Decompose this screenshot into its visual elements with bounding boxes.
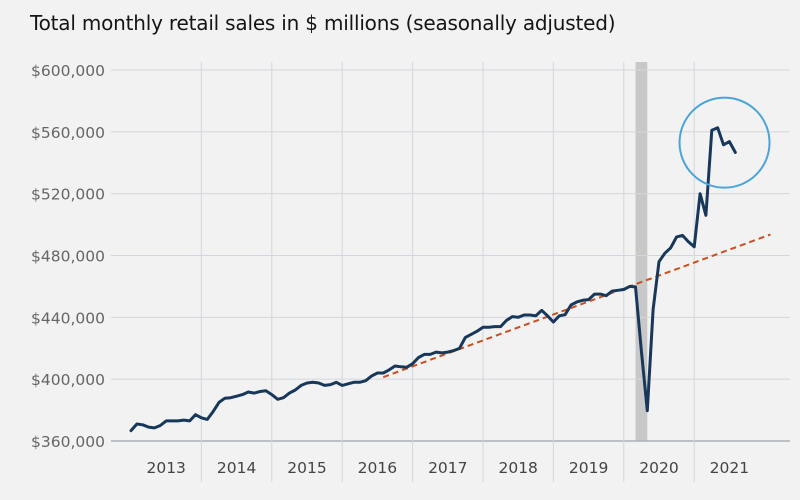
y-tick-label: $520,000 [31, 186, 105, 204]
x-tick-label: 2014 [217, 459, 256, 477]
recession-band [635, 62, 648, 441]
chart-title: Total monthly retail sales in $ millions… [30, 11, 616, 35]
x-tick-label: 2019 [569, 459, 608, 477]
y-tick-label: $400,000 [31, 371, 105, 389]
x-tick-label: 2020 [639, 459, 678, 477]
trend-line [382, 233, 771, 379]
x-tick-label: 2013 [146, 459, 185, 477]
highlight-circle [678, 96, 771, 189]
x-tick-label: 2016 [358, 459, 397, 477]
x-tick-label: 2017 [428, 459, 467, 477]
y-tick-label: $560,000 [31, 124, 105, 142]
retail-sales-line [129, 126, 737, 433]
x-tick-label: 2021 [710, 459, 749, 477]
y-tick-label: $480,000 [31, 248, 105, 266]
y-tick-label: $360,000 [31, 433, 105, 451]
x-tick-label: 2018 [498, 459, 537, 477]
x-tick-label: 2015 [287, 459, 326, 477]
y-tick-label: $600,000 [31, 62, 105, 80]
y-tick-label: $440,000 [31, 309, 105, 327]
